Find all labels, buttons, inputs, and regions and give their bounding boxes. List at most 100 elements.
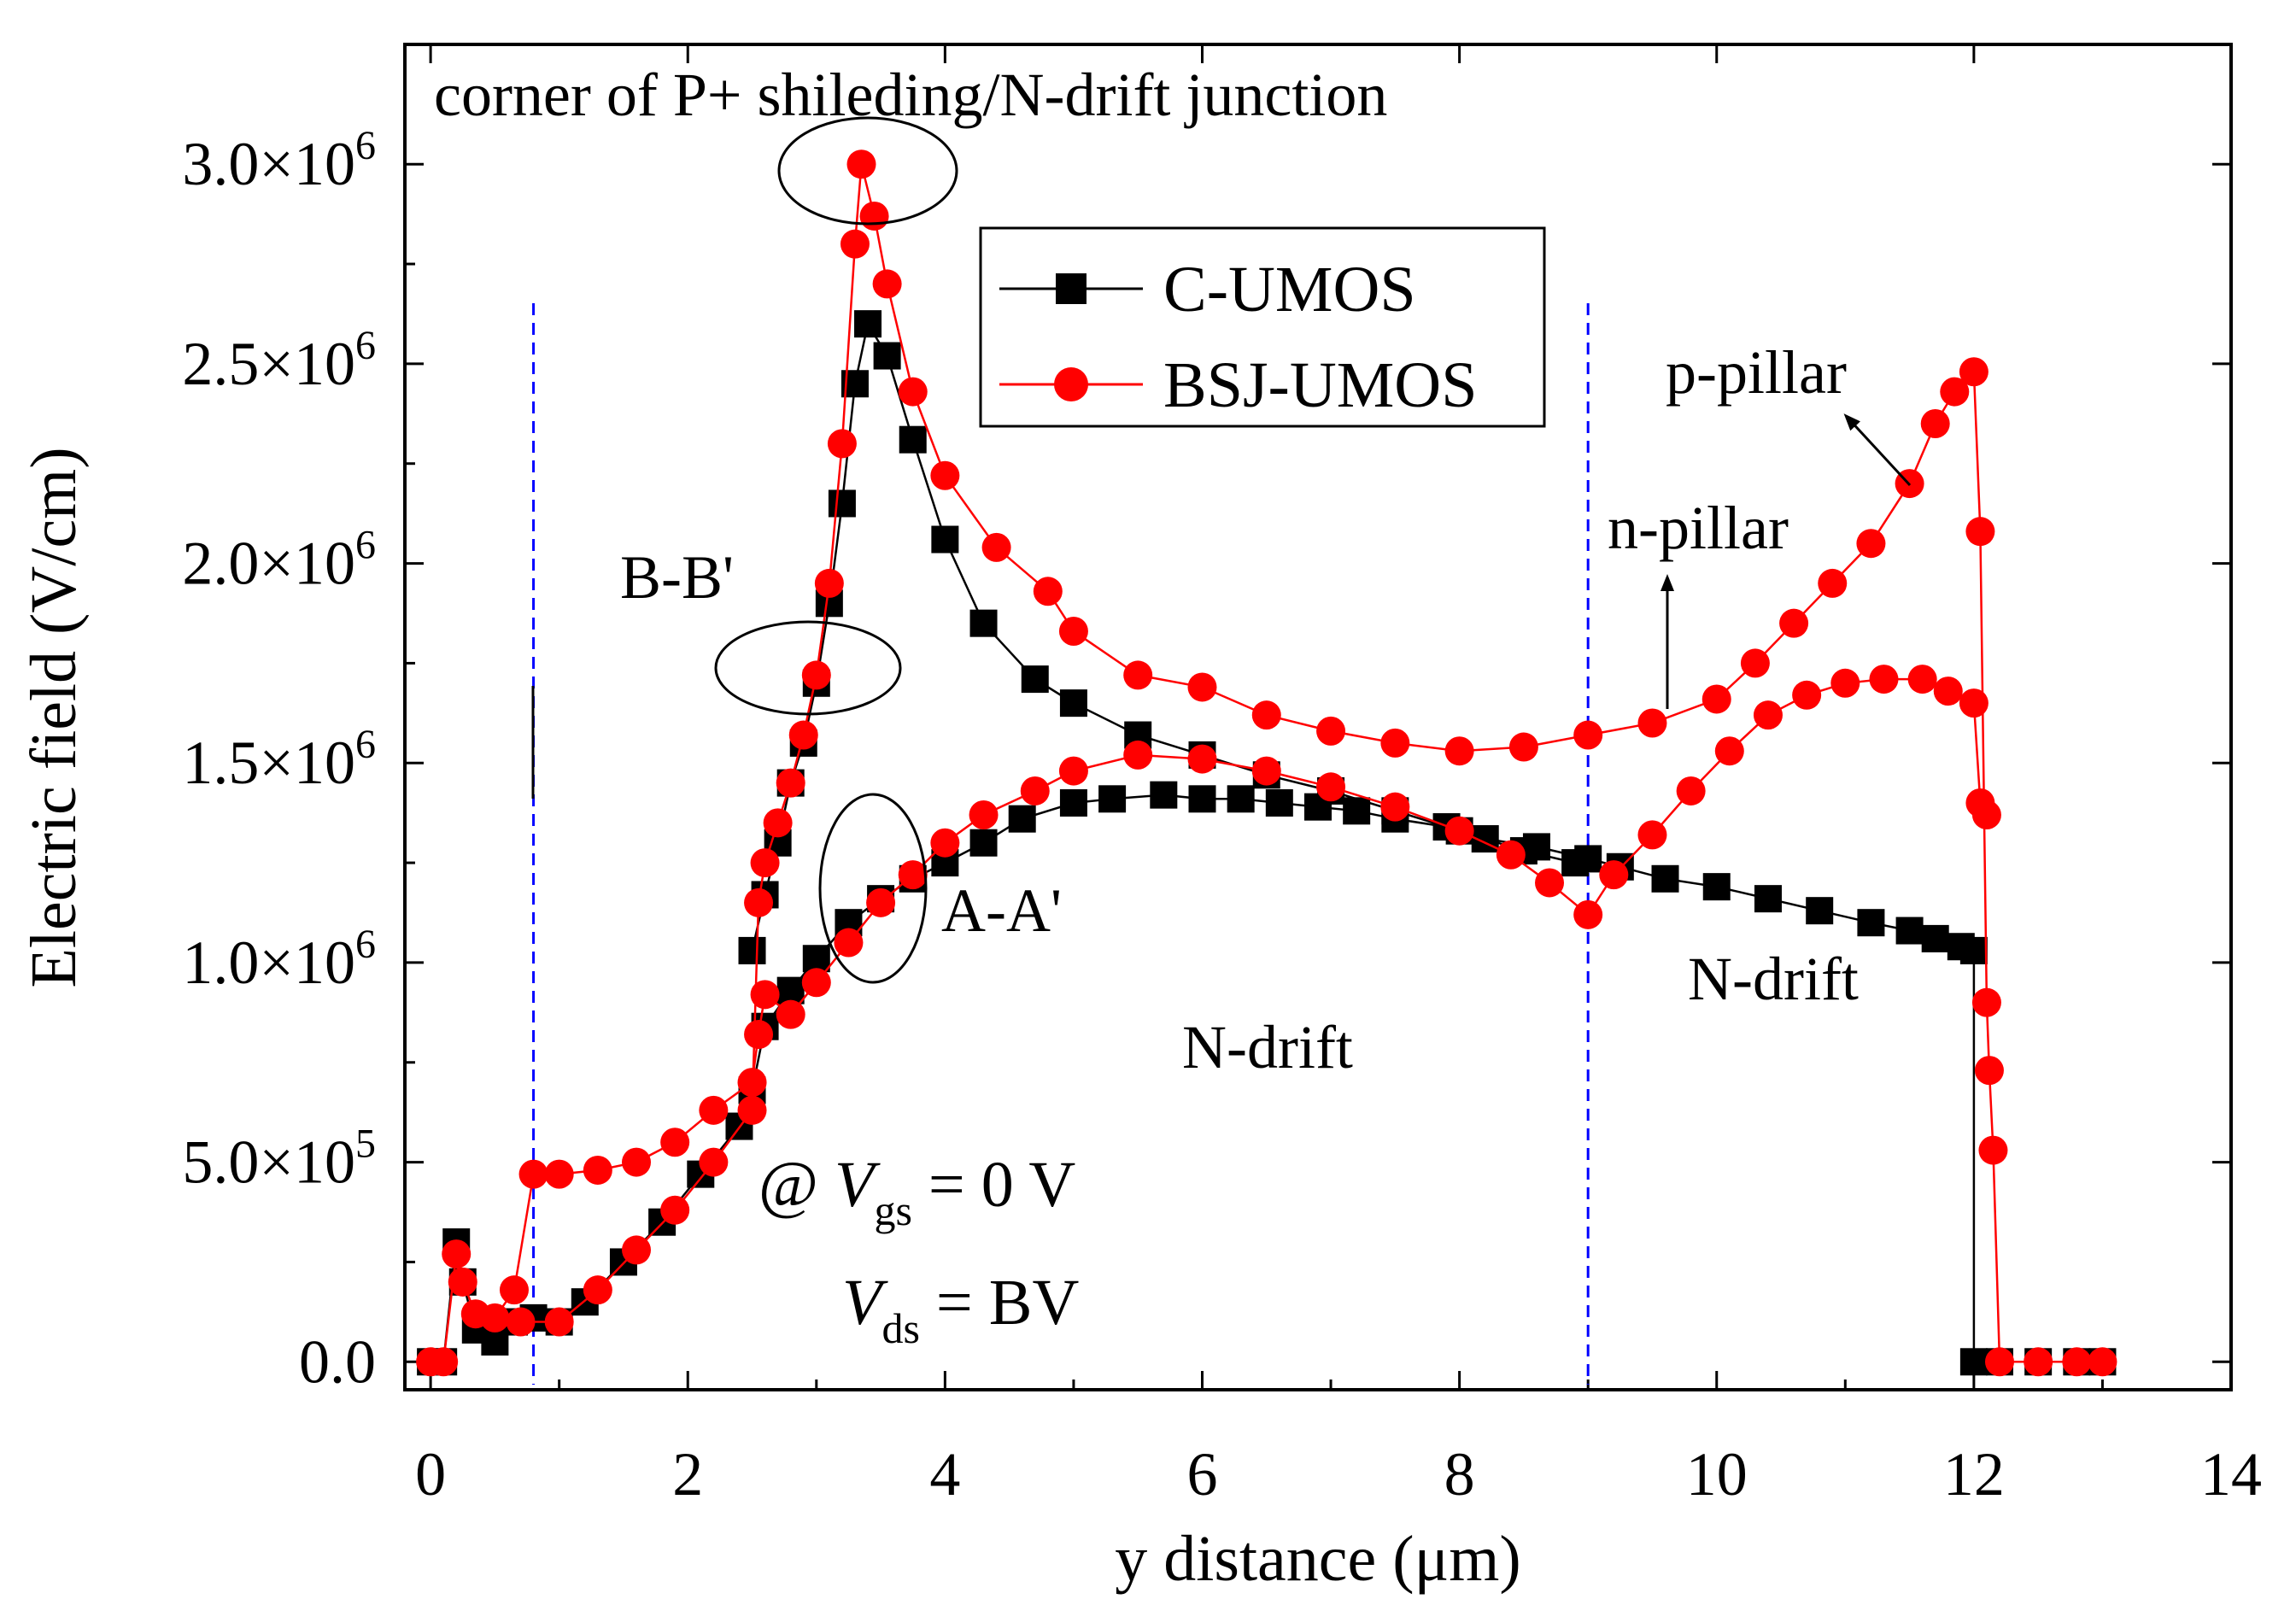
data-point <box>1714 736 1744 766</box>
legend: C-UMOS BSJ-UMOS <box>979 226 1546 428</box>
data-point <box>828 489 856 518</box>
data-point <box>699 1147 729 1177</box>
data-point <box>1933 677 1963 706</box>
region-guides <box>532 303 1590 1385</box>
data-point <box>776 999 805 1029</box>
data-point <box>1508 732 1538 762</box>
data-point <box>1806 897 1834 925</box>
y-tick-exponent: 6 <box>355 922 376 967</box>
data-point <box>840 229 870 259</box>
data-point <box>1033 577 1063 606</box>
b-b-prime-ellipse <box>714 620 902 716</box>
data-point <box>448 1267 477 1297</box>
data-point <box>930 828 960 858</box>
y-tick-mantissa: 2.5×10 <box>182 330 355 398</box>
data-point <box>1965 517 1995 547</box>
data-point <box>1959 688 1988 718</box>
data-point <box>583 1275 612 1305</box>
condition-vgs-subscript: gs <box>874 1186 911 1234</box>
series-bsj-umos <box>416 149 2117 1377</box>
data-point <box>699 1095 729 1125</box>
x-tick-label: 14 <box>2200 1440 2262 1508</box>
data-point <box>1857 909 1885 937</box>
data-point <box>1316 772 1346 802</box>
data-point <box>1959 1348 1988 1376</box>
y-axis-label: Electric field (V/cm) <box>18 447 90 987</box>
y-tick-mantissa: 1.5×10 <box>182 729 355 797</box>
annotation-p-pillar: p-pillar <box>1666 338 1847 407</box>
data-point <box>583 1155 612 1185</box>
data-point <box>1651 864 1679 893</box>
data-point <box>1978 1135 2008 1165</box>
plot-frame <box>403 43 2233 1391</box>
data-point <box>801 660 831 690</box>
y-tick-label: 1.5×106 <box>182 722 376 797</box>
data-point <box>1058 617 1088 647</box>
condition-vds-value: = BV <box>920 1267 1080 1338</box>
data-point <box>763 808 793 838</box>
y-tick-exponent: 6 <box>355 123 376 168</box>
data-point <box>1573 720 1603 750</box>
legend-entry-bsj-umos: BSJ-UMOS <box>999 349 1477 421</box>
data-point <box>1740 648 1770 678</box>
data-point <box>1251 756 1281 786</box>
data-point <box>859 201 889 231</box>
data-point <box>1059 689 1087 718</box>
data-point <box>1227 785 1255 813</box>
data-point <box>969 800 999 830</box>
data-point <box>1637 708 1667 738</box>
data-point <box>1316 716 1346 746</box>
data-point <box>750 980 780 1010</box>
y-tick-exponent: 5 <box>355 1122 376 1167</box>
data-point <box>854 310 882 338</box>
data-point <box>2062 1347 2092 1377</box>
annotation-a-a-prime: A-A' <box>941 876 1062 945</box>
data-point <box>622 1147 652 1177</box>
data-point <box>1907 665 1937 694</box>
data-point <box>1535 868 1565 898</box>
data-point <box>1150 781 1178 809</box>
data-point <box>776 976 805 1005</box>
data-point <box>1561 849 1590 877</box>
data-point <box>660 1195 690 1225</box>
data-point <box>1059 788 1087 817</box>
data-point <box>930 460 960 490</box>
y-tick-mantissa: 2.0×10 <box>182 530 355 598</box>
condition-vds-symbol: V <box>842 1267 888 1338</box>
data-point <box>506 1307 536 1337</box>
data-point <box>1020 776 1050 805</box>
data-point <box>969 609 998 637</box>
data-point <box>1895 917 1924 945</box>
data-point <box>802 945 830 973</box>
data-point <box>1380 728 1410 758</box>
data-point <box>827 429 857 459</box>
data-point <box>1637 820 1667 850</box>
legend-entry-c-umos: C-UMOS <box>999 254 1416 325</box>
data-point <box>1599 860 1629 890</box>
y-tick-label: 2.5×106 <box>182 323 376 398</box>
data-point <box>2088 1347 2117 1377</box>
y-tick-mantissa: 0.0 <box>299 1327 376 1396</box>
data-point <box>1753 700 1783 730</box>
y-tick-mantissa: 5.0×10 <box>182 1128 355 1197</box>
y-tick-exponent: 6 <box>355 722 376 767</box>
data-point <box>2024 1347 2053 1377</box>
condition-at: @ <box>758 1149 835 1221</box>
annotation-n-drift-right: N-drift <box>1688 945 1859 1013</box>
data-point <box>814 568 844 598</box>
legend-circle-marker <box>1054 367 1088 401</box>
condition-vds-subscript: ds <box>882 1304 919 1352</box>
data-point <box>872 269 902 299</box>
data-point <box>1188 785 1216 813</box>
data-point <box>518 1159 548 1189</box>
data-point <box>969 829 998 857</box>
data-point <box>1869 665 1899 694</box>
data-point <box>866 887 896 917</box>
data-point <box>1573 899 1603 929</box>
data-point <box>480 1303 510 1333</box>
x-tick-label: 2 <box>672 1440 703 1508</box>
y-tick-exponent: 6 <box>355 323 376 368</box>
data-point <box>873 342 901 370</box>
data-point <box>776 768 805 798</box>
